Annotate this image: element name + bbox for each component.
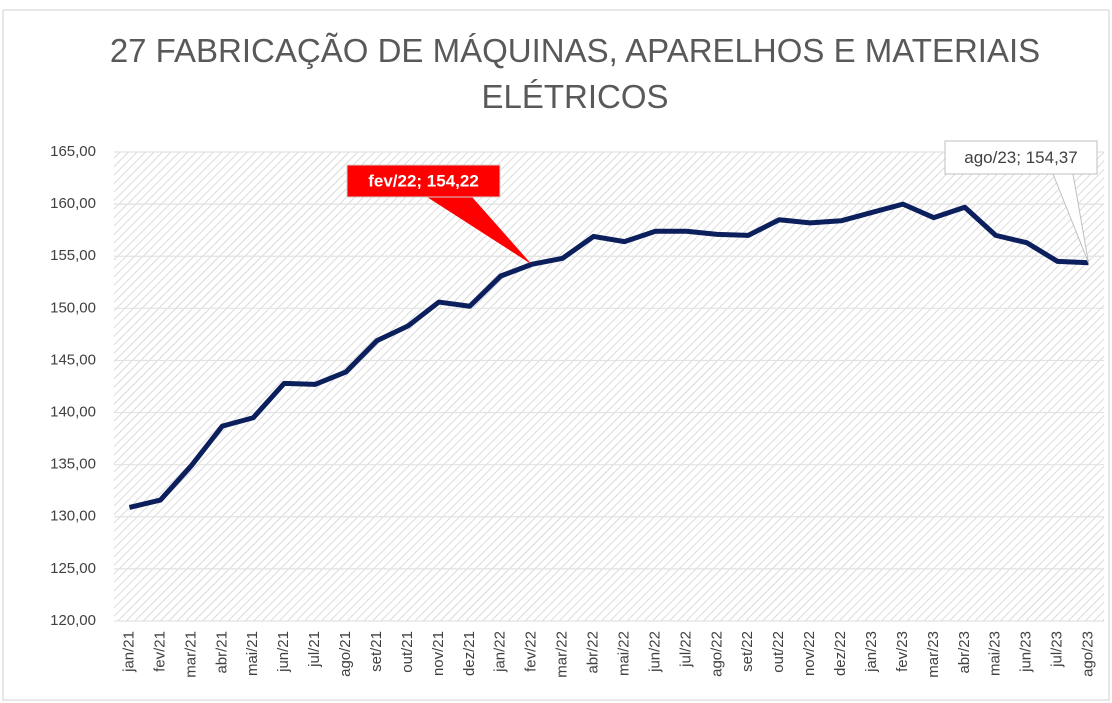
y-tick-label: 165,00 bbox=[50, 143, 96, 160]
x-tick-label: jul/21 bbox=[306, 631, 323, 668]
callout-label: ago/23; 154,37 bbox=[964, 148, 1077, 167]
y-tick-label: 130,00 bbox=[50, 508, 96, 525]
x-tick-label: abr/22 bbox=[585, 631, 602, 674]
x-tick-label: out/22 bbox=[770, 631, 787, 673]
callout-label: fev/22; 154,22 bbox=[368, 171, 479, 190]
y-tick-label: 135,00 bbox=[50, 456, 96, 473]
callout-box bbox=[944, 140, 1098, 175]
x-tick-label: jan/22 bbox=[492, 631, 509, 673]
x-tick-label: ago/22 bbox=[708, 631, 725, 677]
y-tick-label: 140,00 bbox=[50, 404, 96, 421]
x-tick-label: abr/23 bbox=[956, 631, 973, 674]
x-tick-label: fev/21 bbox=[151, 631, 168, 672]
x-tick-label: nov/22 bbox=[801, 631, 818, 676]
x-tick-label: jan/23 bbox=[863, 631, 880, 673]
x-tick-label: mai/22 bbox=[615, 631, 632, 676]
x-tick-label: mai/23 bbox=[987, 631, 1004, 676]
x-tick-label: mar/21 bbox=[182, 631, 199, 678]
x-tick-label: fev/22 bbox=[523, 631, 540, 672]
x-tick-label: fev/23 bbox=[894, 631, 911, 672]
y-tick-label: 145,00 bbox=[50, 351, 96, 368]
x-tick-label: nov/21 bbox=[430, 631, 447, 676]
x-tick-label: out/21 bbox=[399, 631, 416, 673]
chart-title: 27 FABRICAÇÃO DE MÁQUINAS, APARELHOS E M… bbox=[109, 32, 1041, 115]
x-tick-label: mar/22 bbox=[554, 631, 571, 678]
x-tick-label: dez/22 bbox=[832, 631, 849, 676]
y-tick-label: 125,00 bbox=[50, 560, 96, 577]
x-tick-label: jun/21 bbox=[275, 631, 292, 673]
plot-area bbox=[114, 152, 1104, 621]
y-tick-label: 120,00 bbox=[50, 612, 96, 629]
callout-box bbox=[346, 164, 501, 198]
x-tick-label: set/21 bbox=[368, 631, 385, 672]
x-tick-label: jun/23 bbox=[1018, 631, 1035, 673]
chart-border bbox=[2, 9, 1110, 701]
y-tick-label: 160,00 bbox=[50, 195, 96, 212]
x-tick-label: dez/21 bbox=[461, 631, 478, 676]
callout-pointer bbox=[427, 197, 532, 265]
x-tick-label: jun/22 bbox=[646, 631, 663, 673]
y-tick-label: 150,00 bbox=[50, 299, 96, 316]
x-tick-label: jul/22 bbox=[677, 631, 694, 668]
x-tick-label: jan/21 bbox=[120, 631, 137, 673]
callout-pointer bbox=[1052, 173, 1090, 263]
x-tick-label: set/22 bbox=[739, 631, 756, 672]
x-tick-label: ago/21 bbox=[337, 631, 354, 677]
x-tick-label: ago/23 bbox=[1080, 631, 1097, 677]
x-tick-label: jul/23 bbox=[1049, 631, 1066, 668]
x-tick-label: mai/21 bbox=[244, 631, 261, 676]
x-tick-label: mar/23 bbox=[925, 631, 942, 678]
x-tick-label: abr/21 bbox=[213, 631, 230, 674]
y-tick-label: 155,00 bbox=[50, 247, 96, 264]
data-line bbox=[128, 201, 1089, 510]
